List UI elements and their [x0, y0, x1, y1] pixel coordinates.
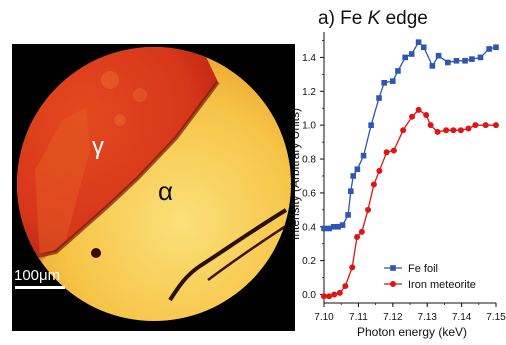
y-tick-label: 0.2: [302, 256, 316, 267]
data-point-circle: [342, 283, 349, 290]
data-point-circle: [326, 293, 333, 300]
data-point-circle: [349, 264, 356, 271]
x-tick-label: 7.14: [452, 312, 472, 323]
data-point-square: [429, 63, 436, 69]
data-point-square: [477, 54, 484, 61]
alpha-label: α: [158, 176, 173, 206]
data-point-circle: [423, 111, 430, 118]
data-point-square: [445, 59, 451, 66]
scale-bar-label: 100μm: [14, 267, 60, 284]
data-point-square: [381, 80, 387, 86]
data-point-circle: [400, 127, 407, 134]
data-point-circle: [383, 149, 390, 156]
x-tick-label: 7.12: [383, 312, 403, 323]
gamma-label: γ: [92, 133, 104, 160]
chart-panel: a) Fe K edge Intensity (Arbitrary Units)…: [288, 8, 506, 339]
data-point-circle: [336, 289, 343, 296]
data-point-square: [420, 44, 427, 51]
scale-bar: [15, 286, 65, 289]
legend-label: Fe foil: [408, 263, 438, 275]
data-point-square: [390, 78, 396, 84]
chart-title: a) Fe K edge: [318, 8, 428, 29]
data-point-square: [415, 39, 422, 45]
data-point-circle: [376, 167, 383, 174]
crack-line: [168, 208, 288, 302]
y-tick-label: 1.2: [302, 87, 316, 98]
y-tick-label: 1.0: [302, 121, 316, 132]
data-point-circle: [427, 122, 434, 129]
data-point-square: [330, 223, 337, 230]
data-point-circle: [365, 206, 372, 213]
data-point-circle: [465, 125, 472, 132]
data-point-square: [493, 44, 499, 51]
micrograph-panel: γ α 100μm: [12, 44, 295, 331]
micrograph-disc: [17, 47, 291, 321]
y-tick-label: 1.4: [302, 53, 316, 64]
data-point-square: [462, 57, 468, 64]
data-point-square: [368, 122, 374, 128]
data-point-square: [360, 152, 367, 159]
data-point-circle: [354, 233, 361, 240]
series-line-1: [324, 41, 497, 230]
legend-label: Iron meteorite: [408, 279, 476, 291]
data-point-circle: [482, 122, 489, 129]
y-tick-label: 0.8: [302, 155, 316, 166]
inclusion-spot: [91, 248, 101, 258]
data-point-square: [453, 57, 460, 64]
data-point-square: [486, 46, 492, 52]
legend-marker: [390, 281, 396, 287]
data-point-circle: [450, 127, 457, 134]
data-point-square: [376, 95, 382, 101]
data-point-square: [321, 225, 327, 232]
data-point-square: [408, 51, 415, 57]
y-tick-label: 0.6: [302, 188, 316, 199]
data-point-circle: [331, 291, 338, 298]
data-point-circle: [321, 293, 327, 300]
grain-boundary: [17, 80, 220, 264]
data-point-square: [345, 212, 351, 218]
data-point-square: [350, 173, 357, 179]
data-point-circle: [370, 181, 377, 188]
y-tick-label: 0.4: [302, 222, 316, 233]
data-point-circle: [358, 228, 365, 235]
data-point-square: [469, 56, 475, 62]
data-point-circle: [472, 122, 479, 129]
data-point-square: [348, 188, 354, 195]
x-tick-label: 7.15: [486, 312, 506, 323]
data-point-circle: [390, 147, 397, 154]
data-point-circle: [443, 127, 450, 134]
data-point-circle: [415, 106, 422, 113]
data-point-circle: [493, 122, 499, 129]
plot-area: 7.10 7.11 7.12 7.13 7.14 7.15 0.0 0.2 0.4 0.6 0.8 1…: [302, 32, 506, 323]
data-point-circle: [409, 113, 416, 120]
x-tick-label: 7.13: [417, 312, 437, 323]
data-point-square: [354, 166, 361, 172]
data-point-square: [335, 223, 341, 230]
data-point-square: [435, 52, 442, 59]
legend-marker: [390, 265, 396, 271]
data-point-circle: [457, 127, 464, 134]
data-point-square: [326, 225, 332, 232]
x-axis-label: Photon energy (keV): [357, 325, 467, 339]
data-point-circle: [434, 128, 441, 135]
y-axis-label: Intensity (Arbitrary Units): [288, 108, 302, 240]
x-tick-label: 7.11: [349, 312, 368, 323]
data-point-square: [339, 222, 346, 228]
x-tick-label: 7.10: [314, 312, 334, 323]
y-tick-label: 0.0: [302, 290, 316, 301]
data-point-square: [395, 68, 401, 74]
data-point-square: [402, 54, 408, 61]
